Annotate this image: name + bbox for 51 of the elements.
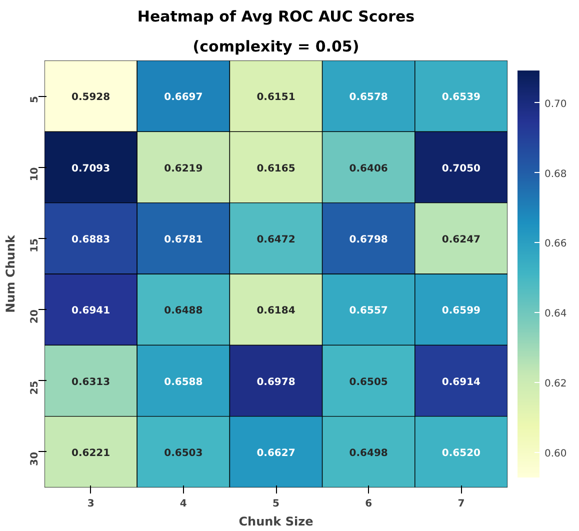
data-label: 0.6488 [164,306,203,317]
data-label: 0.6781 [164,234,203,246]
data-label: 0.6798 [349,234,388,246]
data-label: 0.6588 [164,376,203,388]
data-label: 0.6219 [164,163,203,174]
y-tick-label: 5 [30,96,40,104]
data-label: 0.6184 [256,306,296,317]
y-tick-label: 30 [30,452,40,466]
data-label: 0.6578 [349,92,388,104]
data-label: 0.6505 [349,376,388,388]
data-label: 0.6165 [256,163,296,174]
data-label: 0.6978 [256,376,296,388]
color-bar-label: 0.66 [544,238,567,250]
data-label: 0.6941 [72,306,110,317]
y-tick-label: 10 [30,167,40,182]
y-tick-label: 15 [30,238,40,252]
data-label: 0.6914 [442,376,481,388]
color-bar-label: 0.68 [544,168,567,180]
data-label: 0.6406 [349,163,388,174]
data-label: 0.6313 [72,376,110,388]
data-label: 0.6247 [442,234,481,246]
data-label: 0.7093 [72,163,110,174]
chart-title: Heatmap of Avg ROC AUC Scores [137,8,415,26]
data-label: 0.6503 [164,448,203,459]
data-label: 0.6627 [256,448,296,459]
x-tick-label: 4 [180,498,187,510]
color-bar-label: 0.64 [544,308,567,320]
data-label: 0.6697 [164,92,203,104]
data-label: 0.6539 [442,92,481,104]
data-label: 0.6883 [72,234,110,246]
data-label: 0.6472 [256,234,296,246]
x-tick-label: 7 [458,498,465,510]
color-bar-label: 0.70 [544,98,567,110]
data-label: 0.6599 [442,306,481,317]
x-tick-label: 3 [87,498,94,510]
data-label: 0.6151 [256,92,296,104]
x-tick-label: 5 [272,498,280,510]
data-label: 0.6520 [442,448,481,459]
color-bar-label: 0.62 [544,378,567,390]
x-axis-title: Chunk Size [238,514,314,528]
data-label: 0.7050 [442,163,481,174]
data-label: 0.5928 [72,92,110,104]
data-label: 0.6221 [72,448,110,459]
y-tick-label: 25 [30,380,40,395]
data-label: 0.6557 [349,306,388,317]
x-tick-label: 6 [365,498,372,510]
y-tick-label: 20 [30,310,40,324]
y-axis-title: Num Chunk [4,234,18,313]
color-bar-label: 0.60 [544,448,567,460]
data-label: 0.6498 [349,448,388,459]
chart-subtitle: (complexity = 0.05) [192,38,360,56]
